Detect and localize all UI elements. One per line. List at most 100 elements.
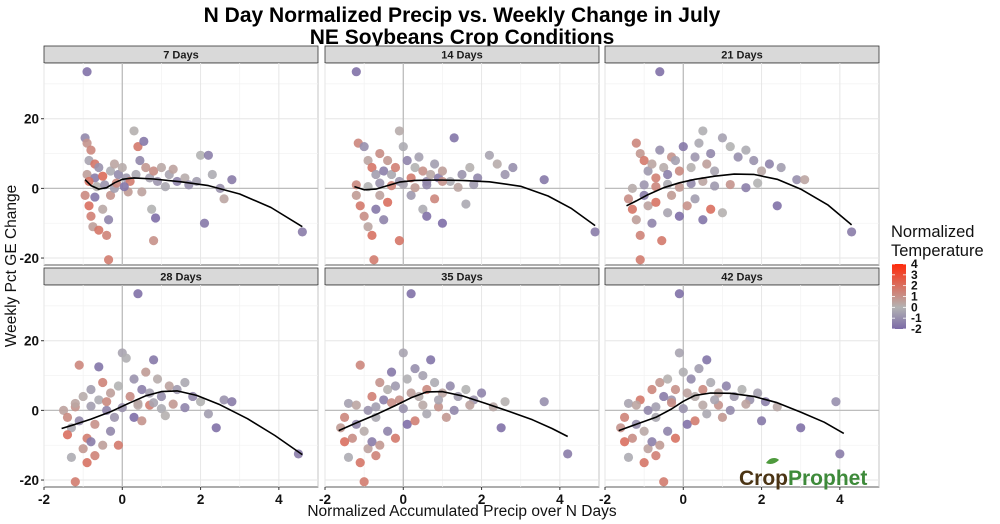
- x-tick-label: 0: [119, 492, 127, 507]
- data-point: [383, 426, 393, 436]
- brand-logo: CropProphet: [739, 458, 867, 490]
- data-point: [430, 159, 440, 169]
- x-tick-label: 4: [556, 492, 564, 507]
- data-point: [363, 155, 373, 166]
- data-point: [293, 449, 304, 459]
- data-point: [655, 377, 665, 388]
- data-point: [105, 166, 116, 176]
- x-tick-label: 2: [478, 492, 486, 507]
- data-point: [402, 419, 412, 429]
- data-point: [721, 381, 731, 391]
- data-point: [363, 444, 373, 454]
- data-point: [207, 169, 217, 180]
- data-point: [717, 412, 728, 422]
- data-point: [129, 412, 139, 422]
- data-point: [156, 391, 167, 402]
- data-point: [375, 178, 385, 188]
- data-point: [227, 175, 237, 185]
- data-point: [741, 399, 751, 409]
- data-point: [121, 353, 131, 363]
- data-point: [623, 452, 634, 462]
- data-point: [406, 190, 416, 200]
- data-point: [616, 423, 626, 433]
- data-point: [792, 175, 802, 185]
- data-point: [219, 395, 229, 405]
- legend-tick-label: 1: [911, 290, 918, 304]
- data-point: [756, 166, 767, 176]
- data-point: [152, 374, 163, 384]
- trend-curve: [338, 390, 569, 438]
- data-point: [137, 384, 147, 395]
- data-point: [418, 400, 428, 410]
- data-point: [651, 173, 661, 183]
- data-point: [219, 194, 229, 204]
- data-point: [180, 173, 190, 183]
- data-point: [663, 208, 673, 218]
- data-point: [484, 150, 494, 160]
- data-point: [445, 176, 455, 187]
- legend-colorbar: [892, 264, 906, 329]
- data-point: [753, 178, 763, 188]
- data-point: [500, 169, 510, 180]
- data-point: [410, 162, 420, 173]
- data-point: [756, 416, 767, 426]
- data-point: [674, 166, 684, 176]
- data-point: [113, 169, 123, 180]
- data-point: [70, 477, 80, 487]
- data-point: [359, 477, 369, 487]
- data-point: [70, 398, 80, 409]
- panel-frame: [43, 284, 319, 488]
- data-point: [105, 426, 116, 436]
- data-point: [125, 391, 135, 402]
- data-point: [678, 141, 688, 152]
- data-point: [639, 426, 649, 436]
- data-point: [351, 190, 361, 200]
- data-point: [659, 477, 669, 487]
- data-point: [627, 204, 638, 214]
- data-point: [655, 440, 665, 450]
- y-tick-label: 0: [31, 181, 39, 196]
- data-point: [764, 159, 775, 169]
- data-point: [82, 138, 92, 148]
- data-point: [635, 148, 645, 159]
- data-point: [390, 433, 401, 443]
- data-point: [386, 169, 397, 180]
- data-point: [180, 402, 190, 413]
- panel-label: 42 Days: [721, 272, 763, 284]
- data-point: [367, 162, 377, 173]
- data-point: [710, 395, 720, 405]
- data-point: [414, 152, 424, 162]
- panel: 21 Days: [604, 45, 880, 266]
- data-point: [58, 405, 69, 415]
- data-point: [199, 218, 210, 228]
- data-point: [539, 175, 549, 185]
- data-point: [639, 180, 649, 190]
- data-point: [670, 433, 681, 443]
- x-axis-title: Normalized Accumulated Precip over N Day…: [307, 503, 617, 520]
- data-point: [698, 126, 708, 136]
- panel-label: 21 Days: [721, 50, 763, 62]
- data-point: [398, 348, 408, 358]
- data-point: [150, 213, 161, 223]
- data-point: [674, 182, 684, 192]
- data-point: [659, 391, 669, 402]
- data-point: [369, 255, 379, 265]
- data-point: [137, 416, 147, 426]
- data-point: [86, 384, 96, 395]
- data-point: [590, 227, 600, 237]
- data-point: [375, 148, 385, 159]
- data-point: [195, 150, 206, 160]
- legend-tick-label: -2: [911, 322, 922, 336]
- data-point: [663, 426, 673, 436]
- data-point: [647, 437, 657, 447]
- data-point: [351, 400, 361, 410]
- data-point: [706, 148, 716, 159]
- data-point: [631, 400, 641, 410]
- data-point: [375, 440, 385, 450]
- data-point: [390, 162, 401, 173]
- data-point: [655, 145, 665, 155]
- data-point: [359, 141, 369, 152]
- data-point: [394, 126, 404, 136]
- data-point: [418, 370, 428, 381]
